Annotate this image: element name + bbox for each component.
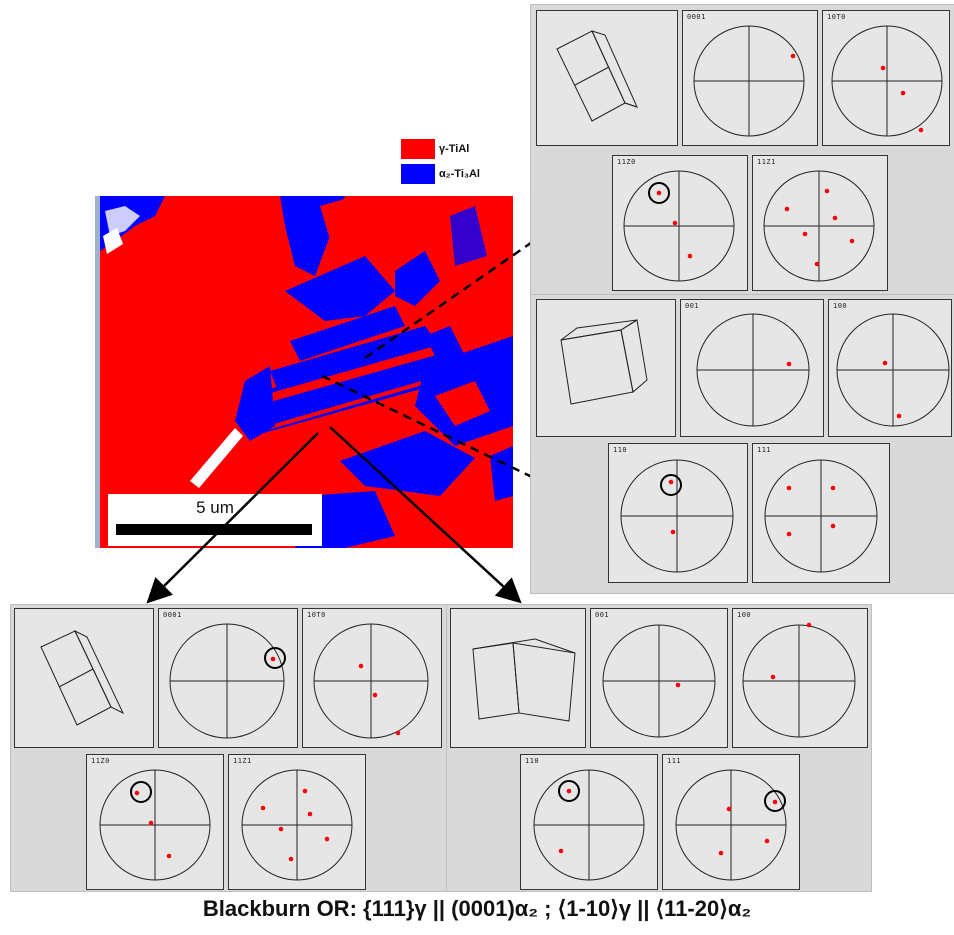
pole-point xyxy=(764,838,770,844)
pole-point xyxy=(784,206,790,212)
legend-alpha2: α₂-Ti₃Al xyxy=(401,164,480,184)
pole-point xyxy=(270,656,276,662)
pole-point xyxy=(786,531,792,537)
pole-label: 11Z0 xyxy=(617,158,636,166)
pole-figure-br-1: 001 xyxy=(590,608,728,748)
pole-label: 11Z0 xyxy=(91,757,110,765)
pole-label: 100 xyxy=(833,302,848,310)
unit-cell-cubic-bottom-right xyxy=(450,608,586,748)
pole-label: 11Z1 xyxy=(233,757,252,765)
legend-alpha2-swatch xyxy=(401,164,435,184)
pole-figure-br-2: 100 xyxy=(732,608,868,748)
pole-point xyxy=(772,799,778,805)
pole-label: 110 xyxy=(525,757,540,765)
pole-point xyxy=(372,692,378,698)
pole-point xyxy=(849,238,855,244)
pole-point xyxy=(814,261,820,267)
pole-point xyxy=(134,790,140,796)
pole-figure-r-2: 100 xyxy=(828,299,952,437)
pole-figure-br-4: 111 xyxy=(662,754,800,890)
pole-point xyxy=(302,788,308,794)
figure-caption: Blackburn OR: {111}γ || (0001)α₂ ; ⟨1-10… xyxy=(202,896,752,921)
pole-point xyxy=(830,485,836,491)
pole-point xyxy=(824,188,830,194)
pole-point xyxy=(918,127,924,133)
pole-label: 0001 xyxy=(687,13,706,21)
pole-point xyxy=(770,674,776,680)
pole-figure-r-1: 001 xyxy=(680,299,824,437)
pole-label: 111 xyxy=(667,757,682,765)
pole-figure-br-3: 110 xyxy=(520,754,658,890)
pole-label: 001 xyxy=(685,302,700,310)
pole-point xyxy=(148,820,154,826)
pole-point xyxy=(830,523,836,529)
pole-point xyxy=(358,663,364,669)
pole-label: 0001 xyxy=(163,611,182,619)
unit-cell-cubic-right xyxy=(536,299,676,437)
pole-point xyxy=(278,826,284,832)
pole-point xyxy=(718,850,724,856)
unit-cell-hex-bottom-left xyxy=(14,608,154,748)
scale-bar: 5 um xyxy=(108,494,322,546)
pole-figure-tr-3: 11Z0 xyxy=(612,155,748,291)
legend-alpha2-label: α₂-Ti₃Al xyxy=(439,168,480,180)
pole-label: 10T0 xyxy=(827,13,846,21)
legend-gamma-swatch xyxy=(401,139,435,159)
pole-figure-tr-2: 10T0 xyxy=(822,10,950,146)
pole-label: 111 xyxy=(757,446,772,454)
pole-point xyxy=(260,805,266,811)
pole-point xyxy=(656,190,662,196)
legend-gamma: γ-TiAl xyxy=(401,139,469,159)
pole-point xyxy=(324,836,330,842)
pole-point xyxy=(882,360,888,366)
pole-point xyxy=(790,53,796,59)
pole-point xyxy=(726,806,732,812)
legend-gamma-label: γ-TiAl xyxy=(439,143,470,155)
pole-point xyxy=(880,65,886,71)
pole-point xyxy=(670,529,676,535)
pole-point xyxy=(786,485,792,491)
unit-cell-hex-top-right xyxy=(536,10,678,146)
pole-point xyxy=(896,413,902,419)
pole-figure-tr-4: 11Z1 xyxy=(752,155,888,291)
pole-point xyxy=(802,231,808,237)
pole-point xyxy=(288,856,294,862)
pole-label: 001 xyxy=(595,611,610,619)
pole-figure-bl-1: 0001 xyxy=(158,608,298,748)
pole-label: 11Z1 xyxy=(757,158,776,166)
pole-point xyxy=(668,479,674,485)
pole-label: 10T0 xyxy=(307,611,326,619)
pole-figure-tr-1: 0001 xyxy=(682,10,818,146)
pole-point xyxy=(395,730,401,736)
pole-point xyxy=(566,788,572,794)
scale-bar-label: 5 um xyxy=(196,498,234,517)
pole-label: 110 xyxy=(613,446,628,454)
pole-figure-bl-2: 10T0 xyxy=(302,608,442,748)
pole-point xyxy=(672,220,678,226)
pole-point xyxy=(900,90,906,96)
pole-point xyxy=(558,848,564,854)
pole-point xyxy=(832,215,838,221)
pole-figure-bl-4: 11Z1 xyxy=(228,754,366,890)
pole-point xyxy=(806,622,812,628)
pole-figure-r-3: 110 xyxy=(608,443,748,583)
pole-point xyxy=(786,361,792,367)
pole-point xyxy=(166,853,172,859)
pole-label: 100 xyxy=(737,611,752,619)
pole-point xyxy=(675,682,681,688)
scale-bar-line xyxy=(116,524,312,535)
pole-figure-bl-3: 11Z0 xyxy=(86,754,224,890)
pole-point xyxy=(687,253,693,259)
pole-point xyxy=(307,811,313,817)
pole-figure-r-4: 111 xyxy=(752,443,890,583)
